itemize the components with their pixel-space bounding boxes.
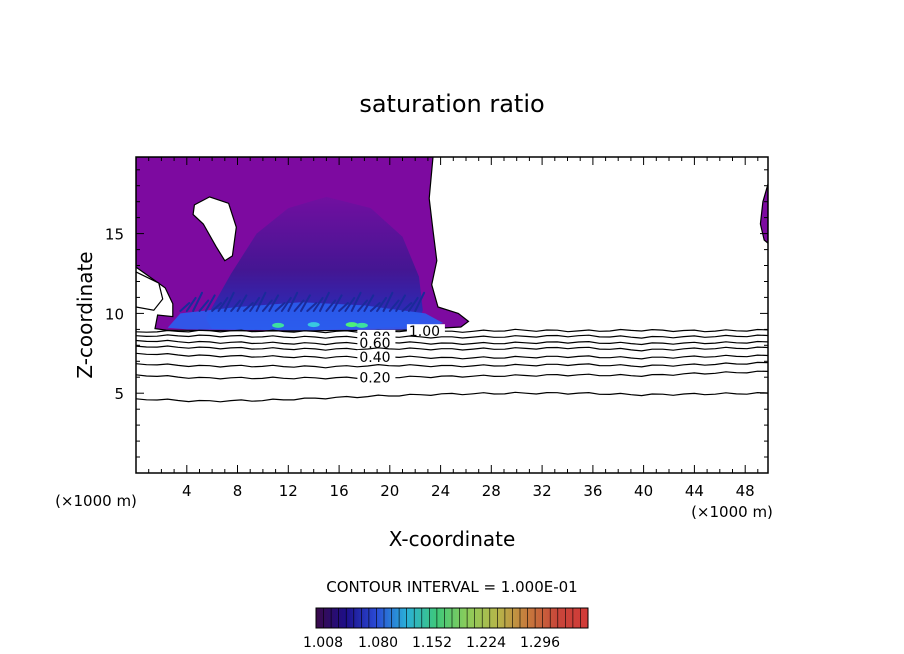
saturation-streak <box>407 296 419 312</box>
saturation-streak <box>395 294 406 312</box>
contour-interval-label: CONTOUR INTERVAL = 1.000E-01 <box>326 578 577 596</box>
saturation-streak <box>388 299 400 312</box>
saturation-peak-spot <box>345 322 358 328</box>
subsaturated-hole <box>192 196 237 262</box>
colorbar-tick-label: 1.080 <box>358 635 398 651</box>
contour-label-bg <box>357 370 396 384</box>
saturation-streak <box>223 291 235 312</box>
colorbar-ticks <box>323 608 581 628</box>
saturation-core <box>205 196 423 331</box>
contour-line <box>136 391 768 403</box>
saturation-streak <box>236 294 248 312</box>
saturation-streak <box>357 299 368 312</box>
saturation-peak-spot <box>272 322 285 328</box>
saturation-streak <box>369 302 381 312</box>
plot-area: 1.000.800.600.400.20 <box>136 157 768 403</box>
contour-layer: 1.000.800.600.400.20 <box>136 324 768 403</box>
x-tick-label: 36 <box>583 482 602 500</box>
saturation-streak <box>179 302 191 312</box>
saturation-streak <box>287 291 299 312</box>
saturation-streak <box>217 296 229 312</box>
colorbar-tick-label: 1.224 <box>466 635 506 651</box>
saturation-streak <box>242 302 254 312</box>
saturation-streak <box>312 296 324 312</box>
contour-line <box>136 328 768 334</box>
colorbar-tick-label: 1.296 <box>520 635 560 651</box>
saturation-streak <box>376 296 387 312</box>
y-tick-label: 15 <box>105 226 124 244</box>
x-tick-label: 24 <box>431 482 450 500</box>
saturation-streak <box>331 294 343 312</box>
x-tick-label: 32 <box>533 482 552 500</box>
saturation-streak <box>280 296 292 312</box>
saturation-streak <box>300 294 311 312</box>
contour-label: 0.40 <box>359 350 390 366</box>
y-axis-label: Z-coordinate <box>73 251 97 378</box>
saturation-streak <box>261 299 273 312</box>
saturation-streak <box>319 291 330 312</box>
x-axis-unit: (×1000 m) <box>691 503 773 521</box>
contour-label-bg <box>406 324 445 338</box>
x-tick-label: 8 <box>233 482 243 500</box>
x-tick-label: 48 <box>736 482 755 500</box>
saturation-streak <box>325 299 337 312</box>
x-tick-label: 40 <box>634 482 653 500</box>
saturation-streak <box>185 296 197 312</box>
saturation-streak <box>249 296 261 312</box>
saturation-peak-spot <box>355 322 368 328</box>
supersaturated-sliver <box>759 183 768 244</box>
saturation-streak <box>211 302 222 312</box>
contour-label-bg <box>357 349 396 363</box>
saturation-streak <box>192 291 203 312</box>
colorbar: 1.008 1.080 1.152 1.224 1.296 <box>303 607 589 651</box>
x-tick-label: 16 <box>330 482 349 500</box>
colorbar-tick-label: 1.152 <box>412 635 452 651</box>
saturation-streak <box>401 302 413 312</box>
saturation-streak <box>268 294 280 312</box>
saturation-streak <box>338 302 349 312</box>
saturation-fill-layer <box>136 157 768 332</box>
contour-line <box>136 352 768 360</box>
y-tick-label: 10 <box>105 305 124 323</box>
x-tick-label: 44 <box>685 482 704 500</box>
saturation-streak <box>293 299 305 312</box>
contour-label-bg <box>357 335 396 349</box>
colorbar-labels: 1.008 1.080 1.152 1.224 1.296 <box>303 635 560 651</box>
colorbar-tick-label: 1.008 <box>303 635 343 651</box>
saturation-streak <box>350 291 362 312</box>
x-tick-label: 4 <box>182 482 192 500</box>
saturation-streak <box>344 296 356 312</box>
y-axis-unit: (×1000 m) <box>55 492 137 510</box>
contour-line <box>136 361 768 369</box>
saturation-streak <box>255 291 267 312</box>
saturation-streak <box>198 299 210 312</box>
contour-line <box>136 339 768 346</box>
contour-line <box>136 370 768 380</box>
saturation-streak <box>363 294 375 312</box>
saturation-peak-spot <box>307 322 320 328</box>
saturation-streak <box>306 302 318 312</box>
contour-label: 0.20 <box>359 371 390 387</box>
saturation-streak <box>230 299 242 312</box>
y-tick-label: 5 <box>114 385 124 403</box>
contour-line <box>136 345 768 352</box>
x-tick-label: 12 <box>279 482 298 500</box>
saturation-streak <box>382 291 394 312</box>
plot-frame <box>135 156 769 474</box>
saturation-streak <box>414 291 426 312</box>
x-axis-label: X-coordinate <box>389 527 516 551</box>
saturation-streak <box>274 302 286 312</box>
saturation-streak <box>204 294 216 312</box>
contour-line <box>136 334 768 339</box>
chart-title: saturation ratio <box>359 90 544 118</box>
x-tick-label: 28 <box>482 482 501 500</box>
subsaturated-hole <box>136 271 164 311</box>
x-tick-label: 20 <box>380 482 399 500</box>
